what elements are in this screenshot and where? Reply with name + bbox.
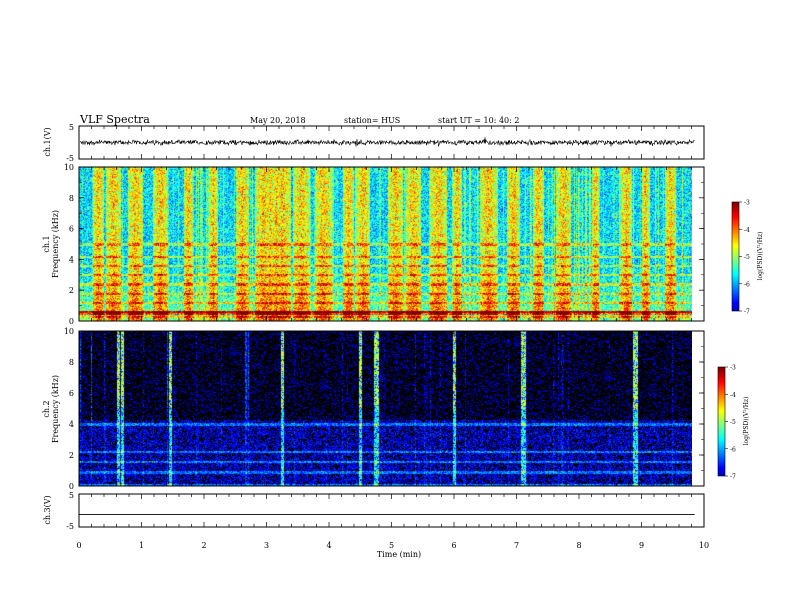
ch2-colorbar-gradient xyxy=(718,367,725,476)
time-tick-label: 2 xyxy=(201,541,206,550)
ch1-spectrogram-ylabel-channel: ch.1 xyxy=(42,235,51,252)
time-tick-label: 5 xyxy=(389,541,394,550)
ch2-colorbar: -3 -4 -5 -6 -7 log(PSD)(V²/Hz) xyxy=(717,365,750,481)
colorbar-tick-label: -4 xyxy=(730,392,736,399)
ch2-spectrogram-image xyxy=(79,331,692,486)
colorbar-tick-label: -7 xyxy=(730,474,736,481)
ch3-waveform-ylabel: ch.3(V) xyxy=(43,495,52,524)
ch1-waveform-trace-group xyxy=(79,137,695,147)
ch2-spectrogram-panel: 0 2 4 6 8 10 ch.2 Frequency (kHz) xyxy=(42,327,705,491)
ch3-waveform-frame xyxy=(78,493,705,528)
frequency-tick-label: 4 xyxy=(69,255,74,264)
colorbar-tick-label: -3 xyxy=(730,365,736,372)
colorbar-tick-label: -5 xyxy=(730,419,736,426)
colorbar-tick-label: -6 xyxy=(730,446,736,453)
ch3-ytick-bottom: -5 xyxy=(66,522,74,531)
time-tick-label: 0 xyxy=(76,541,81,550)
ch1-colorbar-gradient xyxy=(732,202,739,311)
ch1-colorbar: -3 -4 -5 -6 -7 log(PSD)(V²/Hz) xyxy=(731,200,764,316)
frequency-tick-label: 6 xyxy=(69,225,74,234)
time-tick-label: 7 xyxy=(514,541,519,550)
frequency-tick-label: 8 xyxy=(69,358,74,367)
ch1-spectrogram-ytick-labels: 0 2 4 6 8 10 xyxy=(64,163,74,326)
colorbar-tick-label: -6 xyxy=(744,281,750,288)
ch2-colorbar-ticks: -3 -4 -5 -6 -7 xyxy=(725,365,736,481)
ch2-spectrogram-ylabel-channel: ch.2 xyxy=(42,400,51,417)
ch3-waveform-panel: 5 -5 ch.3(V) 0 1 2 3 4 5 6 7 8 9 10 Time (min) xyxy=(43,491,709,559)
start-ut-label: start UT = 10: 40: 2 xyxy=(438,116,519,125)
colorbar-tick-label: -3 xyxy=(744,200,750,207)
frequency-tick-label: 10 xyxy=(64,327,74,336)
time-tick-label: 10 xyxy=(699,541,709,550)
ch1-colorbar-ticks: -3 -4 -5 -6 -7 xyxy=(739,200,750,316)
ch1-spectrogram-panel: 0 2 4 6 8 10 ch.1 Frequency (kHz) xyxy=(42,163,705,326)
frequency-tick-label: 10 xyxy=(64,163,74,172)
station-label: station= HUS xyxy=(344,116,400,125)
ch1-waveform-trace xyxy=(79,137,695,147)
time-tick-label: 3 xyxy=(264,541,269,550)
frequency-tick-label: 4 xyxy=(69,420,74,429)
time-tick-label: 8 xyxy=(576,541,581,550)
ch1-waveform-frame xyxy=(78,125,705,160)
ch1-waveform-panel: 5 -5 ch.1(V) xyxy=(43,123,705,163)
time-tick-label: 9 xyxy=(639,541,644,550)
frequency-tick-label: 2 xyxy=(69,451,74,460)
figure-title: VLF Spectra xyxy=(79,113,150,126)
ch2-colorbar-label: log(PSD)(V²/Hz) xyxy=(743,397,750,446)
ch1-ytick-bottom: -5 xyxy=(66,154,74,163)
ch1-waveform-ylabel: ch.1(V) xyxy=(43,127,52,156)
time-tick-label: 6 xyxy=(451,541,456,550)
frequency-tick-label: 8 xyxy=(69,194,74,203)
colorbar-tick-label: -4 xyxy=(744,227,750,234)
frequency-tick-label: 6 xyxy=(69,389,74,398)
colorbar-tick-label: -5 xyxy=(744,254,750,261)
time-axis-tick-labels: 0 1 2 3 4 5 6 7 8 9 10 xyxy=(76,541,709,550)
ch2-spectrogram-ylabel-freq: Frequency (kHz) xyxy=(51,375,60,443)
colorbar-tick-label: -7 xyxy=(744,309,750,316)
ch1-spectrogram-image xyxy=(79,167,692,321)
date-label: May 20, 2018 xyxy=(250,116,306,125)
ch1-ytick-top: 5 xyxy=(69,123,74,132)
frequency-tick-label: 2 xyxy=(69,286,74,295)
time-tick-label: 4 xyxy=(326,541,331,550)
ch1-spectrogram-frame xyxy=(78,166,705,322)
ch2-spectrogram-frame xyxy=(78,330,705,487)
time-tick-label: 1 xyxy=(139,541,144,550)
frequency-tick-label: 0 xyxy=(69,482,74,491)
ch2-spectrogram-ytick-labels: 0 2 4 6 8 10 xyxy=(64,327,74,491)
time-axis-label: Time (min) xyxy=(377,550,421,559)
ch1-spectrogram-ylabel-freq: Frequency (kHz) xyxy=(51,210,60,278)
ch1-colorbar-label: log(PSD)(V²/Hz) xyxy=(757,232,764,281)
ch3-ytick-top: 5 xyxy=(69,491,74,500)
frequency-tick-label: 0 xyxy=(69,317,74,326)
